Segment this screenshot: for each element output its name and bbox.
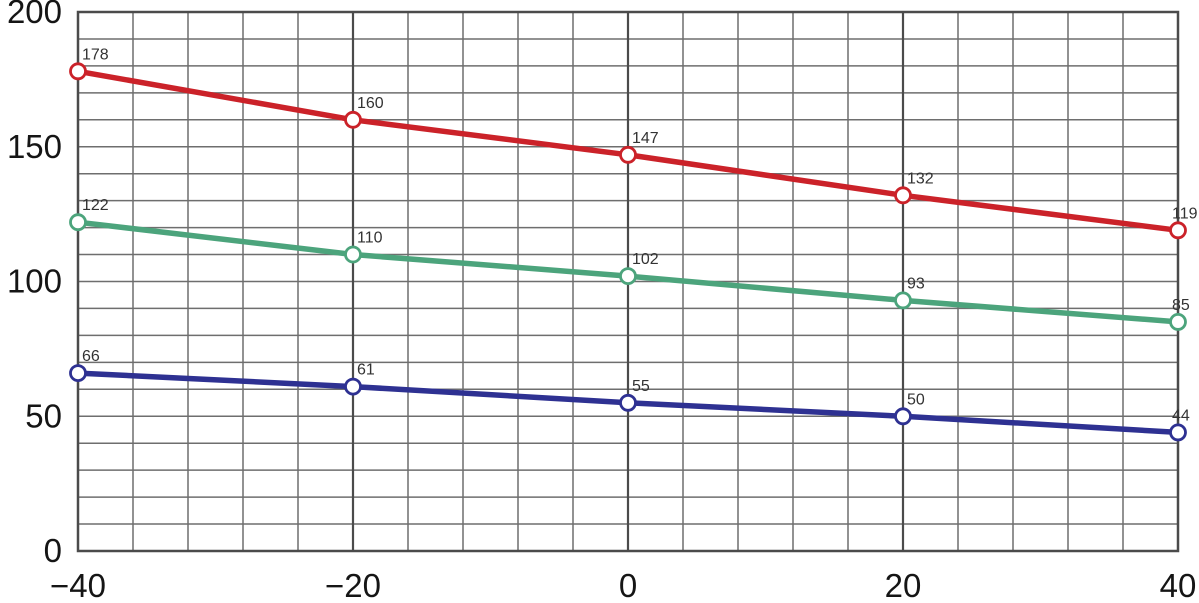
data-point-red-series (1169, 221, 1187, 240)
data-point-label: 85 (1172, 297, 1190, 314)
data-point-green-series (619, 267, 637, 286)
x-tick-label: 0 (619, 567, 637, 603)
data-point-red-series (69, 62, 87, 81)
data-point-label: 66 (82, 348, 100, 365)
data-point-label: 102 (632, 251, 659, 268)
data-point-green-series (1169, 312, 1187, 331)
data-point-blue-series (69, 364, 87, 383)
data-point-label: 160 (357, 95, 384, 112)
y-tick-label: 50 (25, 397, 62, 434)
data-point-blue-series (619, 393, 637, 412)
data-point-label: 119 (1172, 205, 1198, 222)
data-point-green-series (894, 291, 912, 310)
data-point-label: 147 (632, 130, 659, 147)
x-tick-label: −20 (325, 567, 381, 603)
y-tick-label: 0 (44, 532, 62, 569)
data-point-label: 132 (907, 170, 934, 187)
data-point-red-series (894, 186, 912, 205)
data-point-red-series (619, 145, 637, 164)
y-tick-label: 200 (7, 0, 62, 30)
y-tick-label: 150 (7, 128, 62, 165)
data-point-blue-series (894, 407, 912, 426)
x-tick-label: 20 (885, 567, 922, 603)
data-point-label: 93 (907, 275, 925, 292)
data-point-blue-series (1169, 423, 1187, 442)
data-point-label: 122 (82, 197, 109, 214)
y-tick-label: 100 (7, 263, 62, 300)
data-point-label: 61 (357, 362, 375, 379)
data-point-label: 44 (1172, 407, 1190, 424)
plot-border (76, 10, 1180, 553)
data-point-label: 110 (357, 230, 383, 247)
data-point-label: 178 (82, 46, 109, 63)
data-point-label: 55 (632, 378, 650, 395)
data-point-green-series (69, 213, 87, 232)
data-point-label: 50 (907, 391, 925, 408)
x-tick-label: 40 (1160, 567, 1197, 603)
x-tick-label: −40 (50, 567, 106, 603)
data-point-green-series (344, 245, 362, 264)
data-point-blue-series (344, 377, 362, 396)
data-point-red-series (344, 110, 362, 129)
